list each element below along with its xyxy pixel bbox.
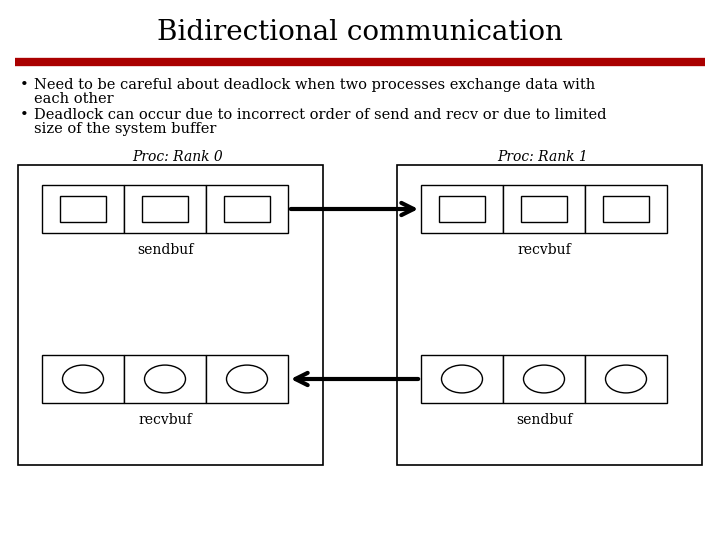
Text: Deadlock can occur due to incorrect order of send and recv or due to limited: Deadlock can occur due to incorrect orde… (34, 108, 606, 122)
Text: each other: each other (34, 92, 114, 106)
Text: Proc: Rank 0: Proc: Rank 0 (132, 150, 223, 164)
Ellipse shape (145, 365, 186, 393)
Text: •: • (20, 78, 29, 92)
Ellipse shape (63, 365, 104, 393)
Text: sendbuf: sendbuf (137, 243, 193, 257)
Bar (42, 185, 124, 233)
Bar (60, 195, 106, 222)
Bar (397, 165, 702, 465)
Bar (521, 195, 567, 222)
Bar (439, 195, 485, 222)
Bar (206, 355, 288, 403)
Text: •: • (20, 108, 29, 122)
Text: Need to be careful about deadlock when two processes exchange data with: Need to be careful about deadlock when t… (34, 78, 595, 92)
Bar (585, 185, 667, 233)
Ellipse shape (227, 365, 268, 393)
Ellipse shape (606, 365, 647, 393)
Bar (18, 165, 323, 465)
Bar (421, 355, 503, 403)
Text: sendbuf: sendbuf (516, 413, 572, 427)
Ellipse shape (523, 365, 564, 393)
Bar (503, 185, 585, 233)
Text: Bidirectional communication: Bidirectional communication (157, 18, 563, 45)
Bar (603, 195, 649, 222)
Text: recvbuf: recvbuf (517, 243, 571, 257)
Text: size of the system buffer: size of the system buffer (34, 122, 217, 136)
Bar (421, 185, 503, 233)
Bar (206, 185, 288, 233)
Bar (124, 355, 206, 403)
Bar (42, 355, 124, 403)
Bar (142, 195, 188, 222)
Text: Proc: Rank 1: Proc: Rank 1 (498, 150, 588, 164)
Bar (503, 355, 585, 403)
Bar (124, 185, 206, 233)
Text: recvbuf: recvbuf (138, 413, 192, 427)
Ellipse shape (441, 365, 482, 393)
Bar (585, 355, 667, 403)
Bar (224, 195, 270, 222)
